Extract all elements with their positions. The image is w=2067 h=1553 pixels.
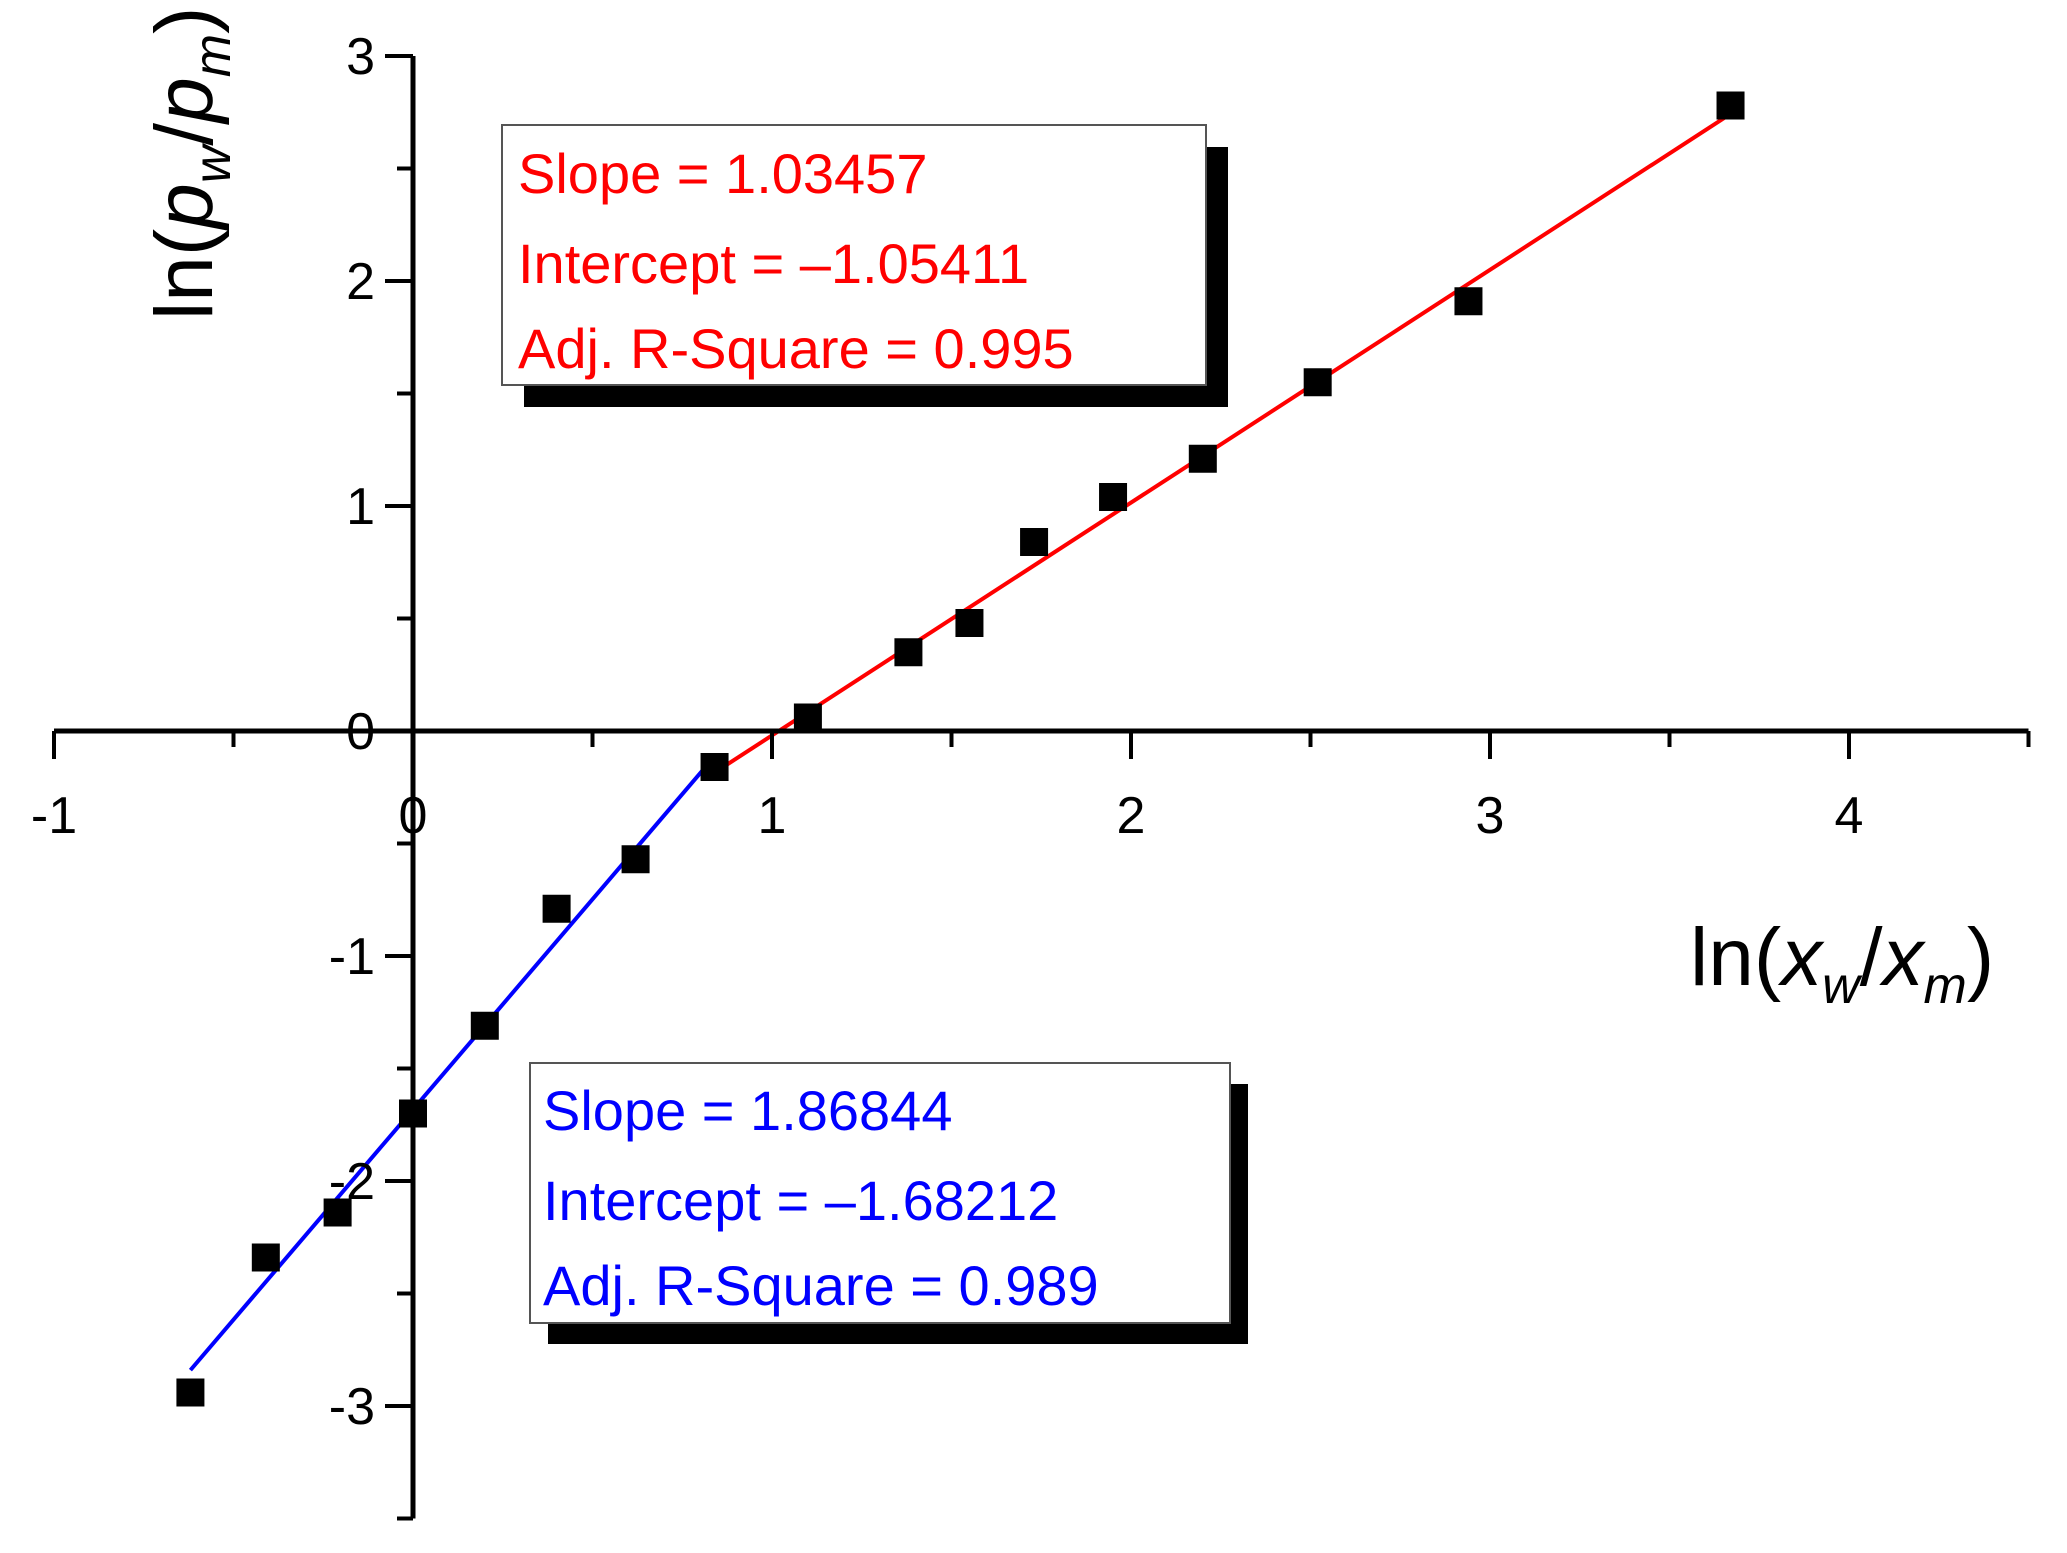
data-point [793, 703, 822, 732]
x-tick-label: 3 [1476, 787, 1505, 845]
data-point [1303, 368, 1332, 397]
data-point [894, 638, 923, 667]
y-tick-label: -1 [329, 928, 375, 986]
fit-line-0 [713, 112, 1732, 775]
data-point [323, 1198, 352, 1227]
blue-fit-intercept: Intercept = –1.68212 [543, 1169, 1058, 1232]
red-fit-intercept: Intercept = –1.05411 [518, 232, 1029, 295]
x-tick-label: 4 [1835, 787, 1864, 845]
y-tick-label: 1 [346, 478, 375, 536]
red-fit-slope: Slope = 1.03457 [518, 142, 927, 205]
red-fit-r-square: Adj. R-Square = 0.995 [518, 317, 1074, 380]
x-tick-label: 0 [399, 787, 428, 845]
y-tick-label: 2 [346, 253, 375, 311]
data-point [251, 1243, 280, 1272]
data-point [1099, 483, 1128, 511]
x-tick-label: 1 [758, 787, 787, 845]
data-point [176, 1378, 205, 1407]
data-point [1716, 91, 1745, 120]
data-point [700, 753, 729, 781]
blue-fit-slope: Slope = 1.86844 [543, 1079, 952, 1142]
blue-fit-stats-box: Slope = 1.86844 Intercept = –1.68212 Adj… [529, 1062, 1248, 1344]
y-tick-label: 0 [346, 703, 375, 761]
data-point [1020, 528, 1049, 556]
data-point [1454, 287, 1483, 316]
y-axis-title: ln(pw/pm) [139, 7, 242, 320]
x-axis-title: ln(xw/xm) [1690, 912, 1994, 1015]
data-points [176, 91, 1745, 1407]
data-point [955, 609, 984, 637]
data-point [1188, 444, 1217, 473]
blue-fit-r-square: Adj. R-Square = 0.989 [543, 1254, 1099, 1317]
data-point [399, 1099, 427, 1128]
data-point [542, 894, 571, 923]
red-fit-stats-box: Slope = 1.03457 Intercept = –1.05411 Adj… [501, 124, 1228, 407]
x-tick-label: -1 [31, 787, 77, 845]
red-box-frame [501, 124, 1207, 386]
blue-box-frame [529, 1062, 1231, 1324]
y-tick-label: 3 [346, 28, 375, 86]
data-point [621, 845, 650, 874]
data-point [470, 1011, 499, 1040]
x-tick-label: 2 [1117, 787, 1146, 845]
y-tick-label: -3 [329, 1378, 375, 1436]
